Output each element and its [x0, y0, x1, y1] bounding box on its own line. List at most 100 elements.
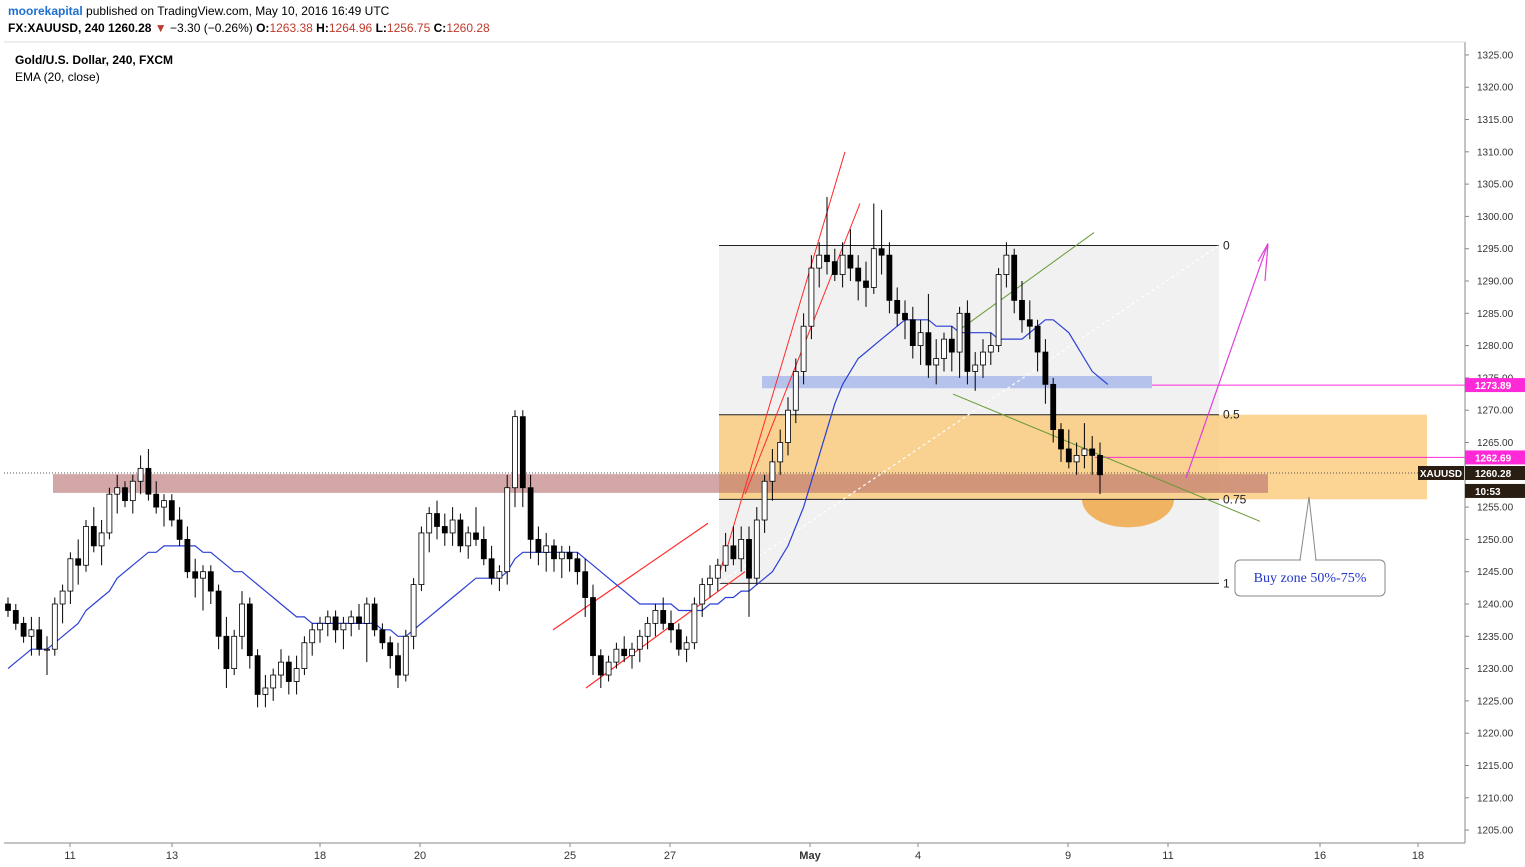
candle-body	[980, 351, 986, 366]
candle	[660, 597, 667, 630]
candle	[590, 584, 596, 676]
candle	[254, 649, 261, 708]
candle	[621, 636, 628, 663]
chart-legend: Gold/U.S. Dollar, 240, FXCM EMA (20, clo…	[15, 53, 173, 84]
candle-body	[371, 603, 378, 631]
candle	[176, 507, 183, 546]
candle-body	[847, 254, 854, 269]
candle	[933, 339, 940, 385]
candle-body	[707, 577, 713, 586]
candle	[395, 642, 401, 688]
price-tick-label: 1265.00	[1477, 438, 1514, 449]
arrow-head-icon	[1257, 243, 1269, 282]
candle-body	[5, 603, 11, 611]
candle-body	[527, 487, 534, 540]
candle-body	[161, 500, 167, 508]
fib-trend-line	[718, 244, 1220, 584]
candle-body	[941, 338, 947, 359]
candle	[1097, 442, 1103, 495]
candle	[512, 410, 518, 508]
candle	[769, 448, 776, 501]
candle-body	[28, 629, 35, 637]
candle-body	[402, 635, 409, 676]
candle-body	[340, 622, 347, 631]
candle	[270, 668, 277, 701]
candle-body	[36, 629, 43, 650]
candle	[317, 616, 323, 643]
candle-body	[1034, 325, 1041, 353]
candle	[301, 636, 308, 676]
candle	[145, 448, 152, 501]
candle-body	[785, 409, 791, 443]
candle-body	[824, 254, 830, 263]
candle	[1042, 339, 1049, 404]
candle-body	[746, 538, 752, 579]
channel-upper-line	[552, 522, 709, 631]
candle	[785, 397, 791, 456]
candle	[168, 494, 175, 527]
candle	[387, 636, 394, 669]
price-tag: 10:53	[1465, 483, 1525, 498]
candle	[449, 507, 456, 546]
candle-body	[613, 648, 620, 663]
candle-body	[301, 642, 308, 669]
candle-body	[816, 254, 823, 269]
candle-body	[948, 338, 955, 353]
candle	[231, 629, 238, 676]
candle-body	[605, 661, 612, 676]
candle	[1003, 242, 1010, 288]
fib-level-label: 0.5	[1223, 408, 1240, 422]
candle	[800, 313, 807, 385]
candle	[1050, 377, 1057, 443]
candle-body	[410, 584, 417, 637]
candle-body	[675, 629, 682, 650]
price-tick-label: 1270.00	[1477, 406, 1514, 417]
candle	[644, 616, 651, 650]
price-tick-label: 1255.00	[1477, 503, 1514, 514]
candle-body	[434, 513, 440, 527]
price-tick-label: 1220.00	[1477, 729, 1514, 740]
candle	[761, 474, 768, 533]
candle-body	[987, 345, 994, 353]
open-value: 1263.38	[269, 21, 313, 35]
candle-body	[668, 622, 674, 631]
buy-zone-label: Buy zone 50%-75%	[1254, 571, 1367, 586]
candle-body	[636, 635, 643, 650]
candle	[28, 616, 35, 656]
candle	[870, 203, 877, 294]
time-tick-label: 16	[1314, 850, 1326, 862]
candle-body	[769, 461, 776, 482]
candle-body	[457, 519, 464, 547]
candle-body	[1003, 254, 1010, 275]
price-tag-text: 1273.89	[1475, 381, 1512, 392]
candle	[1065, 429, 1072, 469]
candle-body	[1050, 383, 1057, 430]
steep-channel-upper	[719, 151, 846, 572]
price-tick-label: 1300.00	[1477, 212, 1514, 223]
candle-body	[192, 571, 199, 579]
candle	[207, 565, 214, 604]
fib-level-label: 0	[1223, 238, 1230, 252]
candle	[941, 332, 947, 372]
time-axis[interactable]: 11 13 18 20 25 27 May 4 9 11 16 18	[64, 843, 1424, 862]
candle	[51, 597, 58, 656]
candle	[36, 616, 43, 656]
price-tick-label: 1325.00	[1477, 50, 1514, 61]
price-tick-label: 1210.00	[1477, 793, 1514, 804]
candle	[1089, 436, 1096, 475]
candle	[613, 642, 620, 669]
candle	[20, 616, 27, 643]
candle	[262, 675, 269, 708]
price-axis[interactable]: 1205.00 1210.00 1215.00 1220.00 1225.00 1230.…	[1418, 50, 1525, 837]
candles-layer	[5, 197, 1103, 708]
candle-body	[1089, 448, 1096, 456]
author-link[interactable]: moorekapital	[8, 4, 83, 18]
candle	[480, 526, 487, 566]
candle	[402, 629, 409, 682]
candle	[1026, 300, 1033, 340]
candle	[691, 597, 698, 650]
down-triangle-icon: ▼	[154, 21, 167, 35]
candle-body	[691, 603, 698, 644]
candle	[707, 565, 713, 598]
